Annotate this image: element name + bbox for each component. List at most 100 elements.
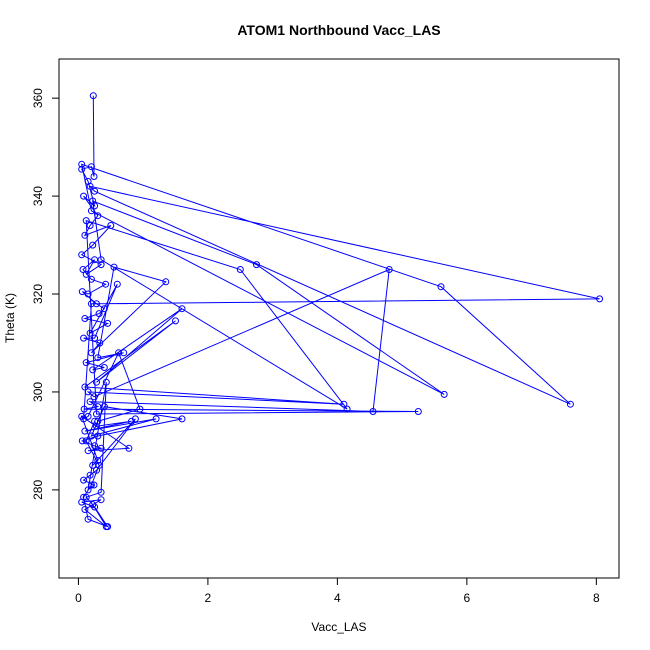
data-point <box>84 486 92 494</box>
data-point <box>94 432 102 440</box>
data-point <box>93 410 100 418</box>
data-point <box>87 481 95 489</box>
data-point <box>79 266 87 273</box>
data-point <box>343 405 351 413</box>
data-point <box>86 329 94 337</box>
data-point <box>566 400 574 408</box>
x-tick-label: 4 <box>334 591 341 605</box>
data-point <box>97 496 105 504</box>
data-point <box>414 408 422 415</box>
data-point <box>100 364 108 371</box>
data-point <box>162 278 170 286</box>
data-point <box>236 266 244 273</box>
data-point <box>84 290 92 298</box>
data-point <box>113 280 121 288</box>
data-point <box>172 317 179 325</box>
data-point <box>104 319 112 327</box>
data-point <box>81 506 89 513</box>
data-point <box>82 270 90 278</box>
data-point <box>86 222 94 229</box>
y-tick-label: 300 <box>31 382 45 402</box>
data-point <box>87 163 95 171</box>
data-point <box>178 305 186 313</box>
data-point <box>385 266 393 273</box>
data-point <box>78 165 86 173</box>
x-axis: 0 2 4 6 8 <box>75 577 600 605</box>
data-point <box>125 444 133 452</box>
data-point <box>91 503 99 511</box>
data-point <box>89 197 97 205</box>
x-tick-label: 2 <box>205 591 212 605</box>
data-point <box>90 173 98 180</box>
y-tick-label: 320 <box>31 284 45 304</box>
data-point <box>136 405 144 413</box>
data-point <box>91 442 99 450</box>
data-point <box>81 231 89 239</box>
plot-area <box>78 92 604 531</box>
data-point <box>78 437 86 445</box>
data-point <box>78 412 86 420</box>
data-point <box>340 400 348 408</box>
data-point <box>89 92 97 100</box>
data-point <box>87 300 95 308</box>
data-point <box>120 349 128 357</box>
data-point <box>93 300 100 308</box>
data-point <box>96 339 104 347</box>
data-point <box>81 427 89 435</box>
data-point <box>82 359 90 367</box>
x-tick-label: 0 <box>75 591 82 605</box>
data-point <box>131 415 139 423</box>
data-point <box>152 415 160 423</box>
data-point <box>437 283 445 291</box>
data-point <box>115 349 123 357</box>
data-point <box>87 275 95 283</box>
data-point <box>102 280 110 288</box>
data-point <box>107 222 115 229</box>
data-point <box>78 288 86 296</box>
data-point <box>94 212 102 220</box>
y-tick-label: 340 <box>31 186 45 206</box>
data-point <box>110 263 118 271</box>
data-point <box>94 354 102 362</box>
x-axis-label: Vacc_LAS <box>311 620 366 634</box>
data-point <box>78 251 86 259</box>
data-point <box>440 390 448 398</box>
x-tick-label: 8 <box>593 591 600 605</box>
data-point <box>82 437 90 445</box>
data-point <box>81 383 89 391</box>
data-point <box>84 447 92 455</box>
data-point <box>87 349 95 357</box>
data-point <box>80 405 88 413</box>
data-point <box>91 417 99 425</box>
data-point <box>94 417 102 425</box>
data-point <box>91 334 99 342</box>
data-point <box>94 457 102 464</box>
data-point <box>253 261 260 269</box>
data-point <box>97 488 105 496</box>
data-point <box>86 182 94 190</box>
data-point <box>100 403 108 411</box>
data-point <box>80 192 88 200</box>
chart-title: ATOM1 Northbound Vacc_LAS <box>237 22 440 38</box>
data-point <box>89 241 97 249</box>
data-point <box>91 187 99 195</box>
data-point <box>90 481 98 489</box>
data-point <box>82 493 90 501</box>
data-point <box>95 461 103 469</box>
data-point <box>87 207 95 215</box>
x-tick-label: 6 <box>464 591 471 605</box>
data-point <box>81 315 89 322</box>
data-point <box>104 523 112 531</box>
data-point <box>78 160 86 168</box>
data-point <box>95 310 103 318</box>
data-point <box>369 408 377 415</box>
data-point <box>178 415 186 423</box>
data-point <box>80 493 88 501</box>
data-point <box>84 515 92 523</box>
y-tick-label: 360 <box>31 88 45 108</box>
data-point <box>97 261 105 269</box>
data-point <box>89 366 97 374</box>
data-point <box>93 378 100 386</box>
